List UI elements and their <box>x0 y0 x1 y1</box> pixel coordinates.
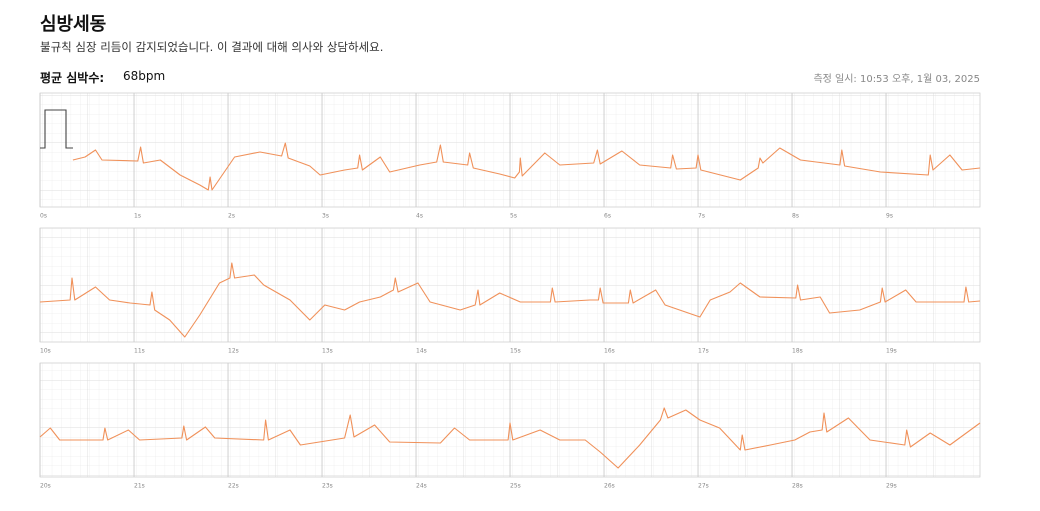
x-tick-label: 5s <box>510 213 517 220</box>
x-tick-label: 8s <box>792 213 799 220</box>
x-tick-label: 14s <box>416 348 427 355</box>
x-tick-label: 15s <box>510 348 521 355</box>
measured-time: 측정 일시: 10:53 오후, 1월 03, 2025 <box>813 74 980 85</box>
x-tick-label: 12s <box>228 348 239 355</box>
x-tick-label: 0s <box>40 213 47 220</box>
x-tick-label: 23s <box>322 483 333 490</box>
subtitle: 불규칙 심장 리듬이 감지되었습니다. 이 결과에 대해 의사와 상담하세요. <box>40 40 384 54</box>
calibration-pulse <box>40 109 73 149</box>
x-tick-label: 1s <box>134 213 141 220</box>
x-tick-label: 7s <box>698 213 705 220</box>
ecg-line <box>39 262 981 338</box>
x-tick-label: 22s <box>228 483 239 490</box>
title: 심방세동 <box>40 14 107 35</box>
x-tick-label: 6s <box>604 213 611 220</box>
x-tick-label: 24s <box>416 483 427 490</box>
x-tick-label: 21s <box>134 483 145 490</box>
x-tick-label: 20s <box>40 483 51 490</box>
x-tick-label: 9s <box>886 213 893 220</box>
x-tick-label: 10s <box>40 348 51 355</box>
ecg-line <box>72 142 981 191</box>
x-tick-label: 18s <box>792 348 803 355</box>
x-tick-label: 13s <box>322 348 333 355</box>
x-tick-label: 19s <box>886 348 897 355</box>
x-tick-label: 16s <box>604 348 615 355</box>
x-tick-label: 11s <box>134 348 145 355</box>
ecg-line <box>39 407 981 469</box>
x-tick-label: 28s <box>792 483 803 490</box>
x-tick-label: 4s <box>416 213 423 220</box>
x-tick-label: 3s <box>322 213 329 220</box>
x-tick-label: 29s <box>886 483 897 490</box>
x-tick-label: 2s <box>228 213 235 220</box>
x-tick-label: 27s <box>698 483 709 490</box>
x-tick-label: 25s <box>510 483 521 490</box>
x-tick-label: 26s <box>604 483 615 490</box>
x-tick-label: 17s <box>698 348 709 355</box>
avg-label: 평균 심박수: <box>40 71 105 85</box>
avg-value: 68bpm <box>123 69 166 83</box>
